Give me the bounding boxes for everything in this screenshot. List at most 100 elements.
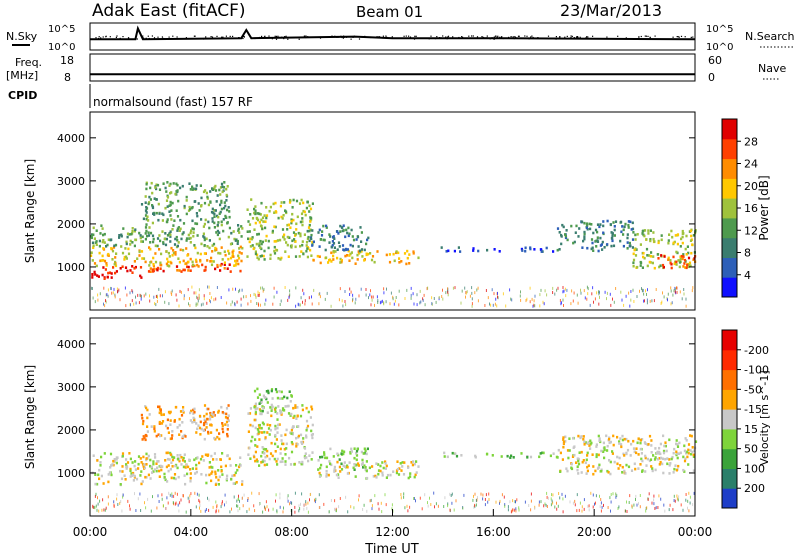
nave-dot bbox=[256, 73, 258, 75]
nsearch-dot bbox=[501, 36, 503, 38]
velocity-cell bbox=[249, 407, 252, 410]
nave-dot bbox=[524, 73, 526, 75]
velocity-cell bbox=[268, 457, 271, 461]
power-cell bbox=[189, 241, 192, 244]
velocity-speckle bbox=[129, 507, 131, 511]
power-speckle bbox=[180, 290, 182, 294]
power-cell bbox=[602, 231, 605, 235]
velocity-speckle bbox=[179, 501, 181, 505]
power-speckle bbox=[447, 293, 449, 297]
velocity-speckle bbox=[377, 502, 379, 506]
power-cell bbox=[447, 249, 450, 253]
velocity-cell bbox=[409, 472, 412, 475]
power-cell bbox=[322, 224, 325, 228]
power-cell bbox=[337, 232, 340, 235]
power-cell bbox=[124, 266, 128, 269]
power-cell bbox=[632, 258, 636, 262]
velocity-cell bbox=[592, 465, 595, 468]
velocity-cell bbox=[333, 468, 336, 471]
velocity-cell bbox=[609, 472, 612, 476]
velocity-cell bbox=[606, 449, 609, 452]
power-colorbar-segment bbox=[722, 237, 737, 258]
velocity-cell bbox=[562, 436, 565, 439]
power-speckle bbox=[264, 302, 266, 306]
velocity-cell bbox=[618, 440, 621, 443]
power-cell bbox=[210, 263, 214, 267]
power-cell bbox=[643, 234, 646, 238]
nsearch-dot bbox=[337, 36, 339, 38]
power-cell bbox=[191, 260, 194, 264]
velocity-cell bbox=[168, 458, 171, 461]
velocity-speckle bbox=[290, 501, 292, 504]
velocity-cell bbox=[637, 467, 640, 470]
velocity-cell bbox=[365, 469, 368, 473]
nave-dot bbox=[214, 73, 216, 75]
velocity-cell bbox=[213, 452, 216, 455]
power-cell bbox=[290, 221, 293, 225]
velocity-cell bbox=[629, 454, 632, 457]
velocity-cell bbox=[199, 457, 203, 461]
velocity-colorbar-segment bbox=[722, 330, 737, 351]
velocity-cell bbox=[261, 460, 264, 464]
velocity-cell bbox=[260, 426, 263, 430]
velocity-speckle bbox=[286, 496, 288, 500]
nave-dot bbox=[245, 73, 247, 75]
nsearch-dot bbox=[577, 36, 579, 38]
velocity-speckle bbox=[144, 501, 145, 505]
velocity-cell bbox=[193, 418, 196, 422]
velocity-cell bbox=[583, 443, 586, 446]
power-cell bbox=[197, 202, 200, 205]
power-speckle bbox=[230, 303, 232, 307]
power-cell bbox=[213, 215, 216, 218]
nsearch-dot bbox=[303, 35, 305, 37]
power-cell bbox=[338, 245, 341, 248]
power-cell bbox=[672, 241, 675, 245]
velocity-cell bbox=[260, 454, 263, 458]
velocity-cell bbox=[258, 402, 261, 405]
power-cell bbox=[168, 232, 171, 235]
power-cell bbox=[185, 212, 188, 216]
power-cell bbox=[131, 271, 134, 274]
power-cell bbox=[180, 270, 183, 273]
power-cell bbox=[273, 252, 277, 255]
power-speckle bbox=[469, 294, 471, 298]
velocity-cell bbox=[686, 455, 689, 459]
power-cell bbox=[219, 203, 222, 207]
power-cell bbox=[308, 223, 311, 227]
velocity-cell bbox=[616, 462, 619, 466]
power-cell bbox=[228, 226, 231, 230]
power-cell bbox=[280, 256, 283, 260]
velocity-speckle bbox=[172, 501, 174, 505]
velocity-cell bbox=[212, 411, 215, 414]
velocity-cell bbox=[512, 456, 515, 459]
velocity-speckle bbox=[238, 494, 239, 498]
power-speckle bbox=[529, 300, 531, 304]
velocity-cell bbox=[209, 415, 212, 418]
power-cell bbox=[166, 196, 170, 199]
noise-ytick-right-bottom: 10^0 bbox=[706, 42, 733, 53]
velocity-cell bbox=[398, 467, 401, 470]
velocity-cell bbox=[221, 427, 224, 431]
power-cell bbox=[144, 232, 147, 235]
nsearch-dot bbox=[343, 36, 345, 38]
power-cell bbox=[165, 220, 168, 224]
velocity-cell bbox=[195, 470, 198, 474]
power-speckle bbox=[539, 293, 541, 297]
velocity-speckle bbox=[687, 499, 689, 503]
power-cell bbox=[592, 231, 595, 235]
power-cell bbox=[336, 230, 339, 233]
power-cell bbox=[199, 258, 202, 262]
power-cell bbox=[101, 254, 104, 258]
power-cell bbox=[248, 240, 251, 244]
power-cell bbox=[174, 251, 177, 254]
velocity-cell bbox=[260, 461, 263, 464]
velocity-cell bbox=[294, 406, 297, 409]
velocity-cell bbox=[413, 462, 416, 466]
velocity-cell bbox=[266, 401, 269, 404]
velocity-cell bbox=[167, 431, 170, 434]
power-cell bbox=[240, 259, 243, 263]
nsearch-dot bbox=[285, 35, 287, 37]
velocity-cell bbox=[283, 447, 286, 451]
power-cell bbox=[347, 249, 350, 253]
